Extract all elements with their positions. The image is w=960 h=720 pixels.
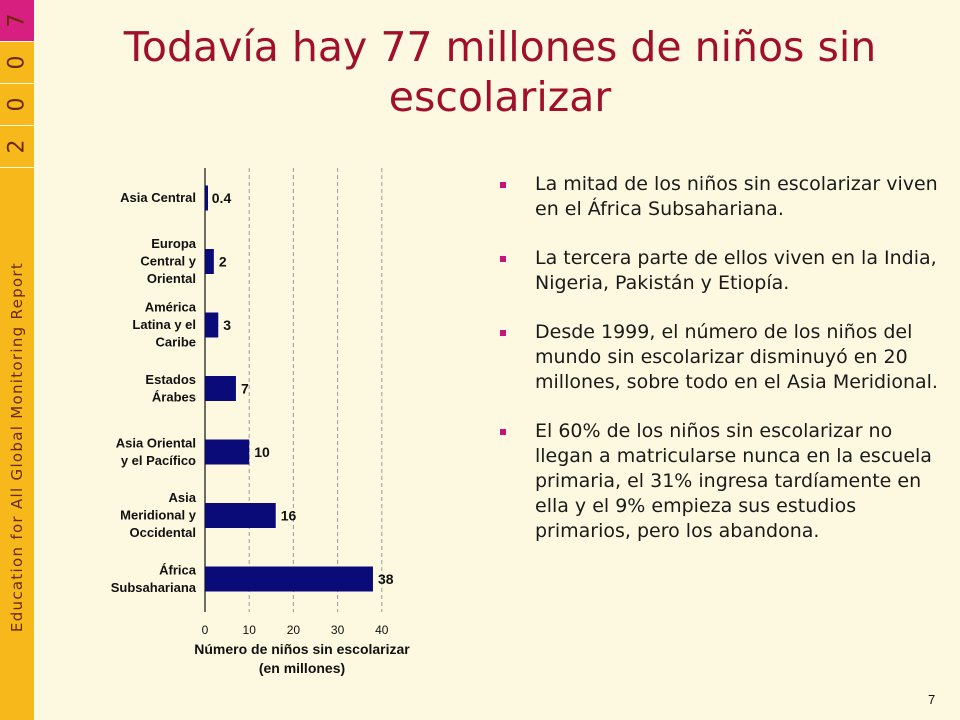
value-label: 16	[281, 508, 297, 524]
bar	[205, 376, 236, 401]
category-label: Latina y el	[132, 317, 196, 332]
category-label: Asia Central	[120, 190, 196, 205]
x-axis-label: (en millones)	[259, 660, 345, 676]
year-digit: 7	[4, 13, 30, 28]
value-label: 2	[219, 254, 227, 270]
category-label: y el Pacífico	[121, 453, 196, 468]
bullet-text: El 60% de los niños sin escolarizar no l…	[535, 420, 932, 542]
year-digit: 0	[4, 55, 30, 70]
category-label: Asia Oriental	[116, 435, 196, 450]
report-name: Education for All Global Monitoring Repo…	[8, 261, 26, 633]
value-label: 3	[223, 317, 231, 333]
bullet-marker-icon	[500, 182, 506, 188]
bullet-text: La mitad de los niños sin escolarizar vi…	[535, 173, 938, 220]
x-tick-label: 10	[243, 623, 257, 637]
report-name-vertical: Education for All Global Monitoring Repo…	[0, 182, 34, 712]
year-digit-box: 7	[0, 0, 34, 42]
bullet-marker-icon	[500, 330, 506, 336]
bar	[205, 312, 219, 338]
category-label: Oriental	[147, 271, 196, 286]
year-digit: 0	[4, 97, 30, 112]
value-label: 0.4	[212, 190, 232, 206]
title-line-1: Todavía hay 77 millones de niños sin	[123, 23, 877, 71]
bar	[205, 566, 373, 592]
bar-chart: 0.4 Asia Central 2 Europa Central y Oriental 3…	[111, 168, 410, 676]
bullet-text: Desde 1999, el número de los niños del m…	[535, 321, 938, 393]
year-digit-box: 2	[0, 126, 34, 168]
year-digit-box: 0	[0, 42, 34, 84]
category-label: Árabes	[152, 389, 196, 404]
category-label: Occidental	[130, 525, 196, 540]
bullet-text: La tercera parte de ellos viven en la In…	[535, 247, 937, 294]
slide-title: Todavía hay 77 millones de niños sin esc…	[50, 22, 950, 122]
bullet-item: El 60% de los niños sin escolarizar no l…	[498, 419, 943, 544]
bullet-marker-icon	[500, 429, 506, 435]
x-tick-label: 30	[331, 623, 345, 637]
x-axis-label: Número de niños sin escolarizar	[194, 641, 410, 657]
x-tick-label: 20	[287, 623, 301, 637]
year-digit-box: 0	[0, 84, 34, 126]
bullet-marker-icon	[500, 256, 506, 262]
category-label: Asia	[169, 490, 197, 505]
bar	[205, 249, 214, 274]
category-label: África	[159, 562, 197, 577]
category-label: Central y	[140, 254, 196, 269]
title-line-2: escolarizar	[388, 73, 612, 121]
bullet-item: La mitad de los niños sin escolarizar vi…	[498, 172, 943, 222]
bar	[205, 185, 208, 211]
bar	[205, 439, 250, 465]
bullet-item: La tercera parte de ellos viven en la In…	[498, 246, 943, 296]
value-label: 38	[378, 571, 394, 587]
category-label: Europa	[151, 236, 197, 251]
category-label: Estados	[145, 372, 196, 387]
value-label: 7	[241, 381, 249, 397]
category-label: América	[145, 300, 197, 315]
sidebar: 7 0 0 2 Education for All Global Monitor…	[0, 0, 34, 720]
bullet-item: Desde 1999, el número de los niños del m…	[498, 320, 943, 395]
category-label: Caribe	[156, 335, 196, 350]
bar	[205, 503, 276, 528]
x-tick-label: 0	[202, 623, 209, 637]
page-number: 7	[928, 692, 936, 707]
year-digit: 2	[4, 139, 30, 154]
category-label: Subsahariana	[111, 580, 197, 595]
x-tick-label: 40	[375, 623, 389, 637]
bullet-list: La mitad de los niños sin escolarizar vi…	[498, 172, 943, 568]
value-label: 10	[254, 444, 270, 460]
category-label: Meridional y	[120, 508, 197, 523]
